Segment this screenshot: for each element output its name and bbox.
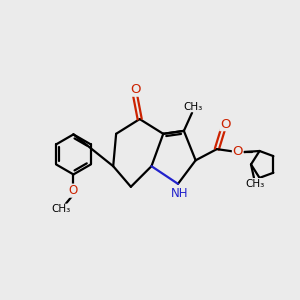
Text: CH₃: CH₃	[52, 204, 71, 214]
Text: CH₃: CH₃	[245, 178, 264, 189]
Text: NH: NH	[171, 187, 188, 200]
Text: O: O	[69, 184, 78, 197]
Text: CH₃: CH₃	[183, 102, 202, 112]
Text: O: O	[232, 145, 243, 158]
Text: O: O	[220, 118, 230, 130]
Text: O: O	[130, 83, 140, 96]
